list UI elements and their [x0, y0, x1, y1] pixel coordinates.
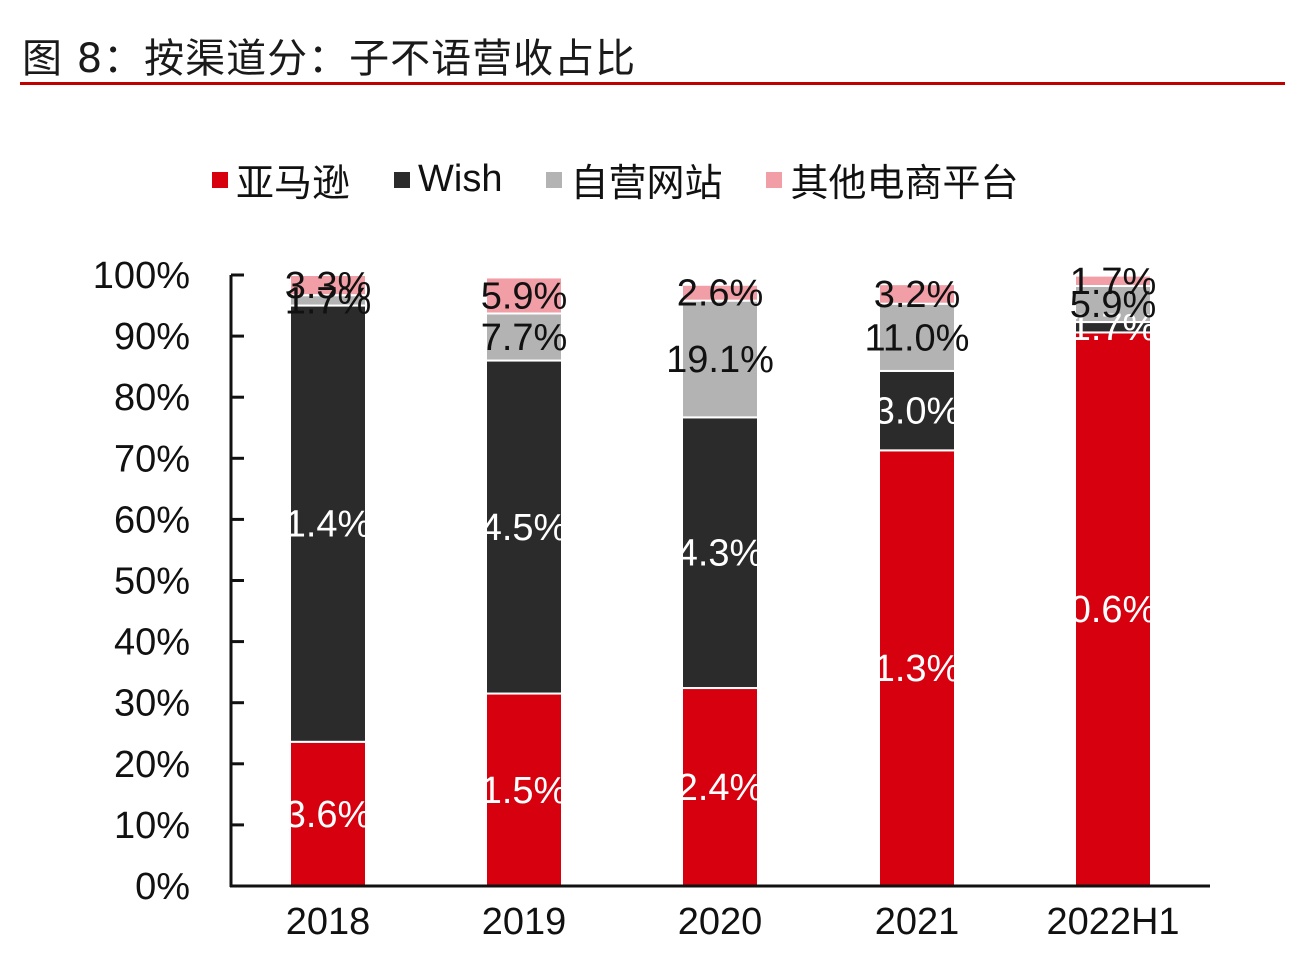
segment-value-label: 2.4%	[677, 767, 764, 809]
y-tick-label: 70%	[114, 438, 190, 480]
legend-item-amazon: 亚马逊	[212, 152, 350, 207]
bar-segment	[1074, 284, 1152, 324]
legend-swatch-other-platforms	[766, 171, 783, 188]
segment-labels-layer: 3.6%1.4%1.7%3.3%1.5%4.5%7.7%5.9%2.4%4.3%…	[285, 261, 1157, 836]
bar-segment	[878, 302, 956, 372]
y-tick-label: 50%	[114, 561, 190, 603]
segment-value-label: 3.3%	[285, 265, 372, 307]
segment-value-label: 0.6%	[1070, 589, 1157, 631]
segment-value-label: 3.0%	[874, 391, 961, 433]
y-tick-label: 10%	[114, 805, 190, 847]
x-tick-label: 2022H1	[1046, 901, 1179, 943]
segment-value-label: 5.9%	[481, 275, 568, 317]
legend-label-amazon: 亚马逊	[236, 163, 351, 205]
bar-segment	[289, 304, 367, 743]
chart-legend: 亚马逊 Wish 自营网站 其他电商平台	[212, 152, 1063, 207]
y-tick-label: 30%	[114, 683, 190, 725]
segment-value-label: 1.7%	[1070, 261, 1157, 303]
bar-segment	[681, 299, 759, 419]
legend-swatch-own-site	[546, 171, 563, 188]
x-tick-label: 2019	[482, 901, 567, 943]
legend-label-wish: Wish	[418, 158, 503, 200]
bar-segment	[878, 283, 956, 305]
y-tick-label: 20%	[114, 744, 190, 786]
legend-swatch-wish	[394, 171, 411, 188]
segment-value-label: 11.0%	[865, 317, 970, 359]
bar-segment	[485, 692, 563, 887]
y-tick-label: 60%	[114, 499, 190, 541]
bar-segment	[681, 416, 759, 690]
bar-segment	[289, 274, 367, 297]
segment-value-label: 4.5%	[481, 507, 568, 549]
y-tick-label: 40%	[114, 622, 190, 664]
y-tick-label: 90%	[114, 316, 190, 358]
bar-segment	[485, 312, 563, 362]
legend-label-own-site: 自营网站	[570, 163, 723, 205]
segment-value-label: 19.1%	[666, 339, 774, 381]
segment-value-label: 1.7%	[1070, 307, 1157, 349]
figure-title: 图 8：按渠道分：子不语营收占比	[22, 36, 637, 82]
axes-layer: 2018 2019 2020 2021 2022H1 0% 10% 20% 30% 40% 50% 6…	[93, 255, 1210, 943]
segment-value-label: 4.3%	[677, 533, 764, 575]
y-tick-label: 100%	[93, 255, 190, 297]
segment-value-label: 3.2%	[874, 274, 961, 316]
segment-value-label: 1.7%	[285, 280, 372, 322]
bar-segment	[485, 359, 563, 695]
x-tick-label: 2021	[875, 901, 960, 943]
segment-value-label: 1.5%	[481, 770, 568, 812]
y-tick-label: 0%	[135, 866, 190, 908]
title-divider	[20, 82, 1285, 85]
segment-value-label: 1.4%	[285, 504, 372, 546]
segment-value-label: 1.3%	[874, 648, 961, 690]
y-tick-label: 80%	[114, 377, 190, 419]
bars-layer	[289, 274, 1152, 888]
x-tick-label: 2018	[286, 901, 371, 943]
bar-segment	[1074, 331, 1152, 887]
legend-label-other-platforms: 其他电商平台	[790, 163, 1019, 205]
bar-segment	[681, 687, 759, 888]
x-tick-label: 2020	[678, 901, 763, 943]
bar-segment	[1074, 274, 1152, 287]
bar-segment	[681, 283, 759, 302]
legend-item-own-site: 自营网站	[546, 152, 722, 207]
legend-item-other-platforms: 其他电商平台	[766, 152, 1019, 207]
segment-value-label: 5.9%	[1070, 284, 1157, 326]
legend-item-wish: Wish	[394, 158, 502, 201]
segment-value-label: 3.6%	[285, 794, 372, 836]
legend-swatch-amazon	[212, 171, 228, 188]
segment-value-label: 7.7%	[481, 317, 568, 359]
bar-segment	[485, 276, 563, 315]
segment-value-label: 2.6%	[677, 273, 764, 315]
